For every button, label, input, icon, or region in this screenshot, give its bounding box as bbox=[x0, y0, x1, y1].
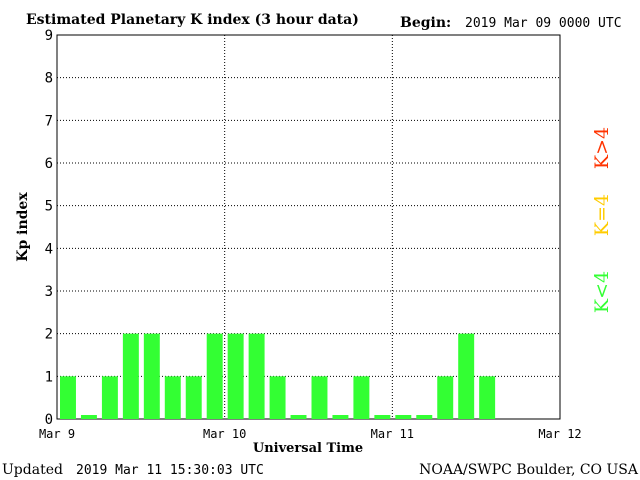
kp-bar bbox=[185, 376, 202, 419]
kp-bar bbox=[164, 376, 181, 419]
legend-low: K<4 bbox=[591, 271, 613, 313]
kp-bar bbox=[60, 376, 76, 419]
kp-bar bbox=[374, 415, 391, 419]
begin-value: 2019 Mar 09 0000 UTC bbox=[465, 16, 622, 31]
kp-bar bbox=[479, 376, 496, 419]
kp-bar bbox=[101, 376, 118, 419]
y-tick-label: 6 bbox=[45, 156, 53, 172]
legend-equal: K=4 bbox=[591, 194, 613, 236]
kp-bar bbox=[269, 376, 286, 419]
updated-label: Updated bbox=[2, 462, 63, 478]
x-tick-label: Mar 12 bbox=[538, 427, 581, 441]
x-tick-label: Mar 10 bbox=[203, 427, 246, 441]
x-tick-labels: Mar 9 Mar 10 Mar 11 Mar 12 bbox=[39, 427, 582, 441]
x-tick-label: Mar 11 bbox=[371, 427, 414, 441]
begin-label: Begin: bbox=[400, 15, 451, 31]
plot-frame bbox=[56, 34, 561, 420]
y-tick-label: 9 bbox=[45, 28, 53, 44]
y-tick-label: 4 bbox=[45, 241, 53, 257]
y-tick-label: 8 bbox=[45, 71, 53, 87]
kp-bar bbox=[80, 415, 97, 419]
y-tick-label: 7 bbox=[45, 113, 53, 129]
x-axis-label: Universal Time bbox=[253, 441, 363, 456]
kp-bar bbox=[458, 333, 475, 419]
kp-bar bbox=[248, 333, 265, 419]
kp-bar bbox=[353, 376, 370, 419]
kp-bar bbox=[143, 333, 160, 419]
kp-bar bbox=[311, 376, 328, 419]
kp-bar bbox=[395, 415, 412, 419]
kp-bar bbox=[437, 376, 454, 419]
chart-title: Estimated Planetary K index (3 hour data… bbox=[26, 12, 359, 28]
kp-bar bbox=[122, 333, 139, 419]
kp-bar bbox=[332, 415, 349, 419]
x-tick-label: Mar 9 bbox=[39, 427, 75, 441]
source-credit: NOAA/SWPC Boulder, CO USA bbox=[419, 462, 639, 478]
grid-lines bbox=[57, 35, 560, 419]
kp-bar bbox=[416, 415, 433, 419]
legend-high: K>4 bbox=[591, 127, 613, 169]
kp-bar bbox=[206, 333, 223, 419]
y-tick-label: 5 bbox=[45, 199, 53, 215]
y-tick-label: 3 bbox=[45, 284, 53, 300]
kp-bar bbox=[290, 415, 307, 419]
updated-value: 2019 Mar 11 15:30:03 UTC bbox=[76, 463, 264, 478]
y-tick-label: 0 bbox=[45, 412, 53, 428]
y-tick-label: 1 bbox=[45, 369, 53, 385]
bar-series bbox=[60, 333, 496, 419]
y-tick-labels: 0 1 2 3 4 5 6 7 8 9 bbox=[45, 28, 53, 428]
kp-bar bbox=[227, 333, 244, 419]
y-axis-label: Kp index bbox=[15, 192, 31, 262]
y-tick-label: 2 bbox=[45, 327, 53, 343]
